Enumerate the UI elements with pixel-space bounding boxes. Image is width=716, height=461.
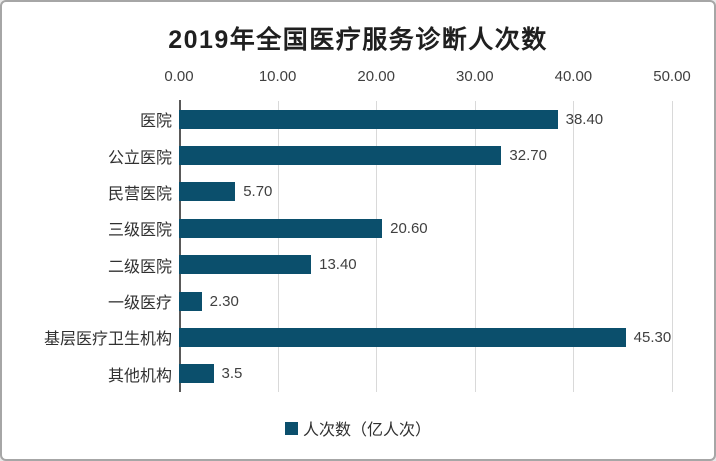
bar-value-label: 5.70 [243, 183, 273, 201]
bar [179, 218, 383, 238]
x-axis-ticks: 0.00 10.00 20.00 30.00 40.00 50.00 [164, 68, 690, 86]
bar-value-label: 38.40 [565, 110, 604, 128]
plot-area: 38.40 32.70 5.70 20.60 13.40 2.30 45.30 3.5 [179, 100, 673, 392]
bar-row: 5.70 [179, 174, 672, 210]
category-label: 三级医院 [107, 222, 172, 240]
bar [179, 182, 236, 202]
x-tick-label: 0.00 [164, 68, 194, 85]
category-label: 医院 [139, 113, 172, 131]
bar-value-label: 32.70 [509, 147, 547, 165]
legend-label: 人次数（亿人次） [302, 422, 431, 439]
legend: 人次数（亿人次） [2, 416, 714, 440]
gridline [277, 101, 279, 392]
category-label: 民营医院 [107, 185, 172, 203]
bar [179, 327, 626, 347]
x-tick-label: 40.00 [554, 68, 593, 85]
gridline [474, 101, 476, 392]
bar-value-label: 3.5 [221, 365, 243, 383]
legend-swatch-icon [284, 421, 298, 435]
bar-rows: 38.40 32.70 5.70 20.60 13.40 2.30 45.30 3.5 [179, 101, 672, 392]
category-label: 其他机构 [107, 367, 172, 385]
category-label: 一级医疗 [107, 295, 172, 313]
gridline [672, 101, 673, 392]
bar-row: 3.5 [179, 356, 672, 392]
y-axis-line [179, 100, 181, 392]
bar-row: 45.30 [179, 319, 672, 355]
category-label: 公立医院 [107, 149, 172, 167]
bar-value-label: 45.30 [633, 328, 672, 346]
bar-value-label: 20.60 [390, 219, 428, 237]
bar-value-label: 13.40 [319, 256, 357, 274]
bar [179, 364, 214, 384]
x-tick-label: 20.00 [357, 68, 395, 85]
bar-row: 32.70 [179, 137, 672, 173]
x-tick-label: 10.00 [258, 68, 297, 85]
gridline [573, 101, 575, 392]
x-tick-label: 50.00 [653, 68, 691, 85]
category-label: 基层医疗卫生机构 [43, 331, 172, 349]
gridline [376, 101, 378, 392]
x-tick-label: 30.00 [456, 68, 494, 85]
bar-value-label: 2.30 [209, 292, 239, 310]
bar [179, 255, 312, 275]
chart-title: 2019年全国医疗服务诊断人次数 [168, 26, 548, 54]
bar [179, 146, 502, 166]
bar-row: 13.40 [179, 247, 672, 283]
bar-row: 2.30 [179, 283, 672, 319]
bar-row: 38.40 [179, 101, 672, 137]
y-axis-category-labels: 医院公立医院民营医院三级医院二级医院一级医疗基层医疗卫生机构其他机构 [2, 101, 172, 392]
bar-row: 20.60 [179, 210, 672, 246]
category-label: 二级医院 [107, 258, 172, 276]
bar [179, 291, 202, 311]
bar [179, 109, 558, 129]
